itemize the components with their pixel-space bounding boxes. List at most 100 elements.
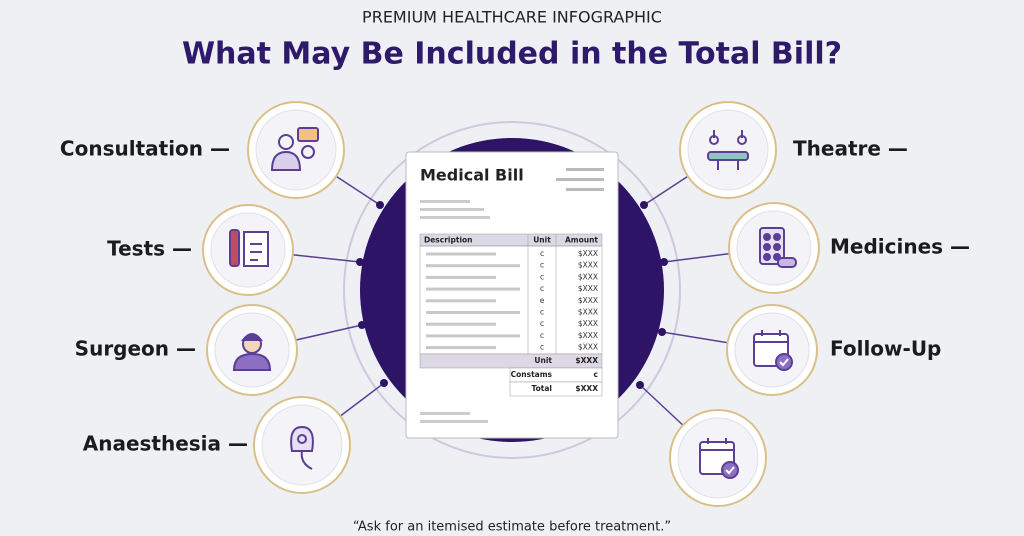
item-icon [270, 127, 319, 171]
icon [297, 434, 307, 444]
description-placeholder [426, 346, 496, 350]
description-placeholder [426, 287, 520, 291]
connector-dot [640, 201, 648, 209]
summary-label: Unit [534, 356, 552, 365]
item-circle [687, 109, 769, 191]
icon [709, 135, 719, 145]
line [566, 188, 604, 191]
icon [300, 450, 313, 470]
connector-dot [376, 201, 384, 209]
line [420, 216, 490, 219]
item-icon [232, 333, 272, 371]
icon [763, 243, 771, 251]
item-label: Tests — [107, 237, 192, 261]
cell: $XXX [578, 296, 598, 305]
icon [270, 150, 302, 171]
item-circle [255, 109, 337, 191]
summary-label: Total [532, 384, 553, 393]
icon [290, 425, 314, 452]
icon [763, 253, 771, 261]
icon [297, 127, 319, 142]
icon [707, 151, 749, 161]
icon [700, 438, 734, 451]
column-header: Description [424, 236, 473, 245]
icon [229, 229, 240, 267]
outer-ring [343, 121, 681, 459]
summary-label: Constams [511, 370, 553, 379]
item-icon [699, 438, 739, 479]
icon [779, 358, 789, 367]
icon [754, 330, 788, 343]
kicker: PREMIUM HEALTHCARE INFOGRAPHIC [362, 8, 662, 27]
item-label: Theatre — [793, 137, 908, 161]
item-label: Follow-Up [830, 337, 941, 361]
connector-dot [636, 381, 644, 389]
cell: c [540, 319, 544, 328]
cell: c [540, 249, 544, 258]
connector-dot [358, 321, 366, 329]
icon [713, 130, 743, 170]
cell: $XXX [578, 308, 598, 317]
bill-title: Medical Bill [420, 166, 524, 185]
cell: $XXX [578, 249, 598, 258]
cell: $XXX [578, 343, 598, 352]
line [556, 178, 604, 181]
connector-dot [356, 258, 364, 266]
cell: c [540, 272, 544, 281]
summary-value: $XXX [575, 384, 598, 393]
icon [775, 353, 793, 371]
connector-dot [660, 258, 668, 266]
item-icon [229, 229, 269, 267]
quote: “Ask for an itemised estimate before tre… [353, 520, 671, 535]
items: Consultation — Tests — Surgeon — Anaesthesi… [60, 101, 970, 507]
icon [773, 233, 781, 241]
icon [278, 134, 294, 150]
description-placeholder [426, 334, 520, 338]
cell: e [540, 296, 545, 305]
line [566, 168, 604, 171]
cell: c [540, 343, 544, 352]
bill: Medical Bill Description Unit Amount c $XXX c… [405, 151, 619, 439]
icon [777, 257, 797, 268]
icon [763, 233, 771, 241]
line [420, 412, 470, 415]
icon [240, 333, 264, 341]
cell: $XXX [578, 319, 598, 328]
cell: $XXX [578, 331, 598, 340]
icon [301, 145, 315, 159]
summary-value: c [594, 370, 598, 379]
description-placeholder [426, 264, 520, 268]
cell: $XXX [578, 272, 598, 281]
line [420, 420, 488, 423]
description-placeholder [426, 275, 496, 279]
connector-dot [380, 379, 388, 387]
summary-value: $XXX [575, 356, 598, 365]
description-placeholder [426, 322, 496, 326]
description-placeholder [426, 252, 496, 256]
cell: c [540, 261, 544, 270]
cell: c [540, 308, 544, 317]
column-header: Unit [533, 236, 551, 245]
icon [721, 461, 739, 479]
item-label: Medicines — [830, 235, 970, 259]
column-header: Amount [565, 236, 598, 245]
item-label: Surgeon — [75, 337, 196, 361]
connector-dot [658, 328, 666, 336]
description-placeholder [426, 311, 520, 314]
item-label: Consultation — [60, 137, 230, 161]
description-placeholder [426, 299, 496, 303]
cell: c [540, 284, 544, 293]
cell: $XXX [578, 261, 598, 270]
icon [232, 352, 272, 371]
icon [773, 243, 781, 251]
title: What May Be Included in the Total Bill? [182, 37, 842, 72]
item-label: Anaesthesia — [83, 432, 248, 456]
item-icon [290, 425, 314, 470]
icon [250, 243, 262, 261]
cell: c [540, 331, 544, 340]
item-icon [759, 227, 797, 268]
icon [737, 135, 747, 145]
cell: $XXX [578, 284, 598, 293]
item-icon [707, 130, 749, 170]
